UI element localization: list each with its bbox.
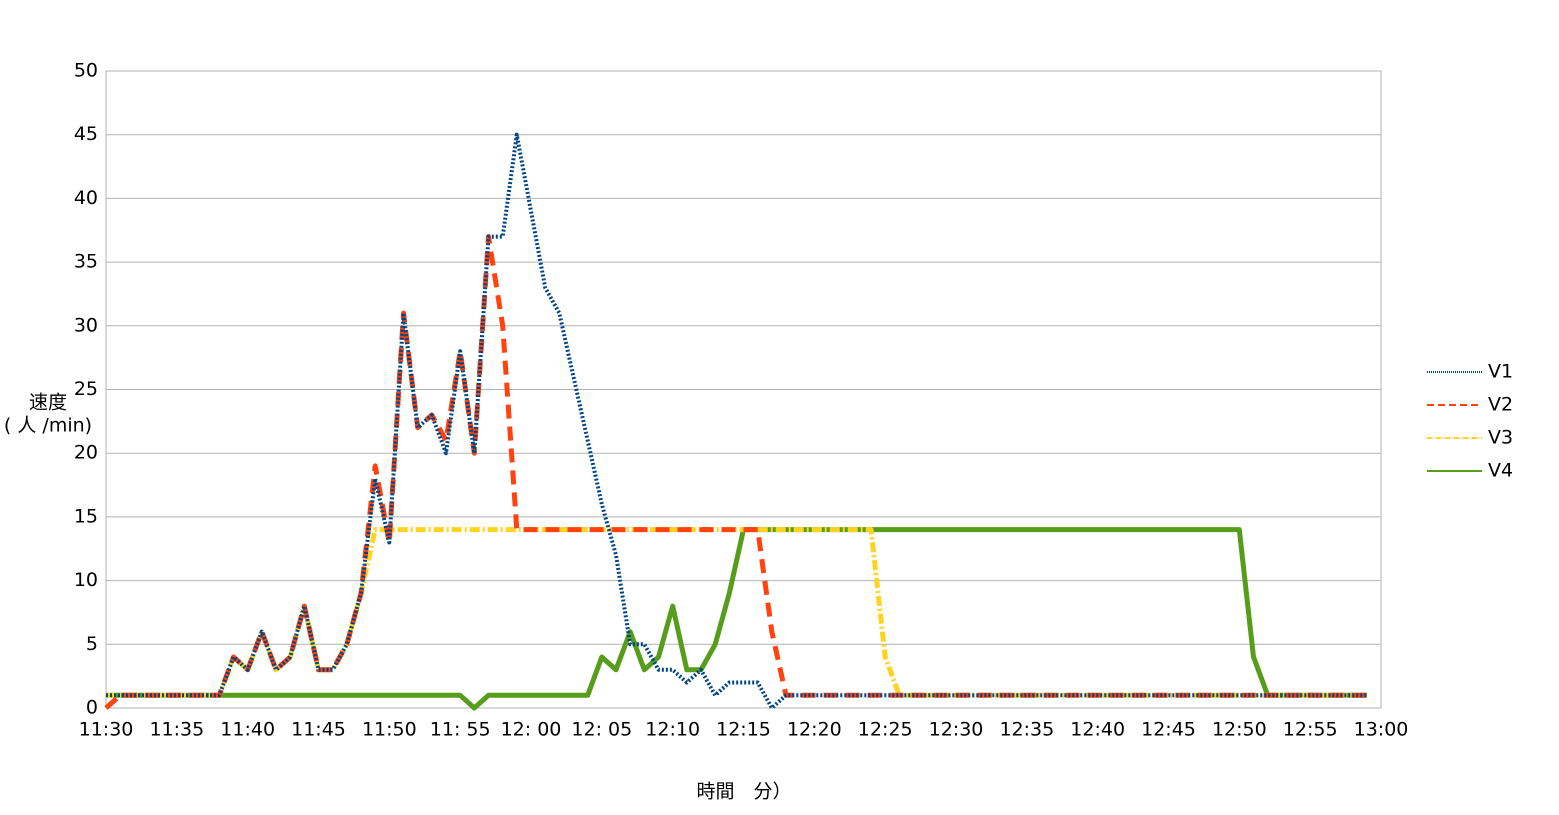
y-tick-label: 50 — [74, 60, 98, 82]
x-tick-label: 12:50 — [1212, 719, 1267, 741]
x-tick-label: 12:15 — [716, 719, 771, 741]
x-tick-label: 12:25 — [858, 719, 913, 741]
x-tick-label: 12:20 — [787, 719, 842, 741]
y-tick-label: 20 — [74, 442, 98, 464]
x-tick-label: 12:35 — [999, 719, 1054, 741]
legend-label: V3 — [1488, 427, 1513, 449]
x-tick-label: 12:40 — [1070, 719, 1125, 741]
series-line — [106, 527, 1367, 711]
plot-border — [105, 70, 1382, 709]
series-line — [104, 234, 1367, 710]
x-tick-label: 13:00 — [1354, 719, 1409, 741]
legend-label: V2 — [1488, 394, 1513, 416]
x-tick-label: 12:30 — [929, 719, 984, 741]
y-tick-label: 25 — [74, 378, 98, 400]
x-tick-label: 11: 55 — [430, 719, 491, 741]
y-tick-label: 10 — [74, 569, 98, 591]
y-tick-label: 5 — [86, 633, 98, 655]
legend-label: V4 — [1488, 460, 1513, 482]
y-tick-label: 15 — [74, 505, 98, 527]
x-tick-label: 12:55 — [1283, 719, 1338, 741]
x-tick-label: 11:30 — [79, 719, 134, 741]
y-tick-label: 35 — [74, 251, 98, 273]
x-tick-label: 11:45 — [291, 719, 346, 741]
series-line — [106, 132, 1367, 710]
x-tick-label: 12: 00 — [501, 719, 562, 741]
y-tick-label: 30 — [74, 314, 98, 336]
x-tick-label: 12:45 — [1141, 719, 1196, 741]
legend-label: V1 — [1488, 361, 1513, 383]
x-tick-label: 12:10 — [645, 719, 700, 741]
y-tick-label: 0 — [86, 697, 98, 719]
y-axis-label: 速度 — [29, 392, 67, 414]
y-tick-label: 40 — [74, 187, 98, 209]
x-tick-label: 11:35 — [149, 719, 204, 741]
y-axis-label: ( 人 /min) — [4, 415, 92, 437]
y-tick-label: 45 — [74, 123, 98, 145]
x-tick-label: 12: 05 — [571, 719, 632, 741]
x-axis-label: 時間 分） — [696, 781, 791, 803]
x-tick-label: 11:40 — [220, 719, 275, 741]
x-tick-label: 11:50 — [362, 719, 417, 741]
